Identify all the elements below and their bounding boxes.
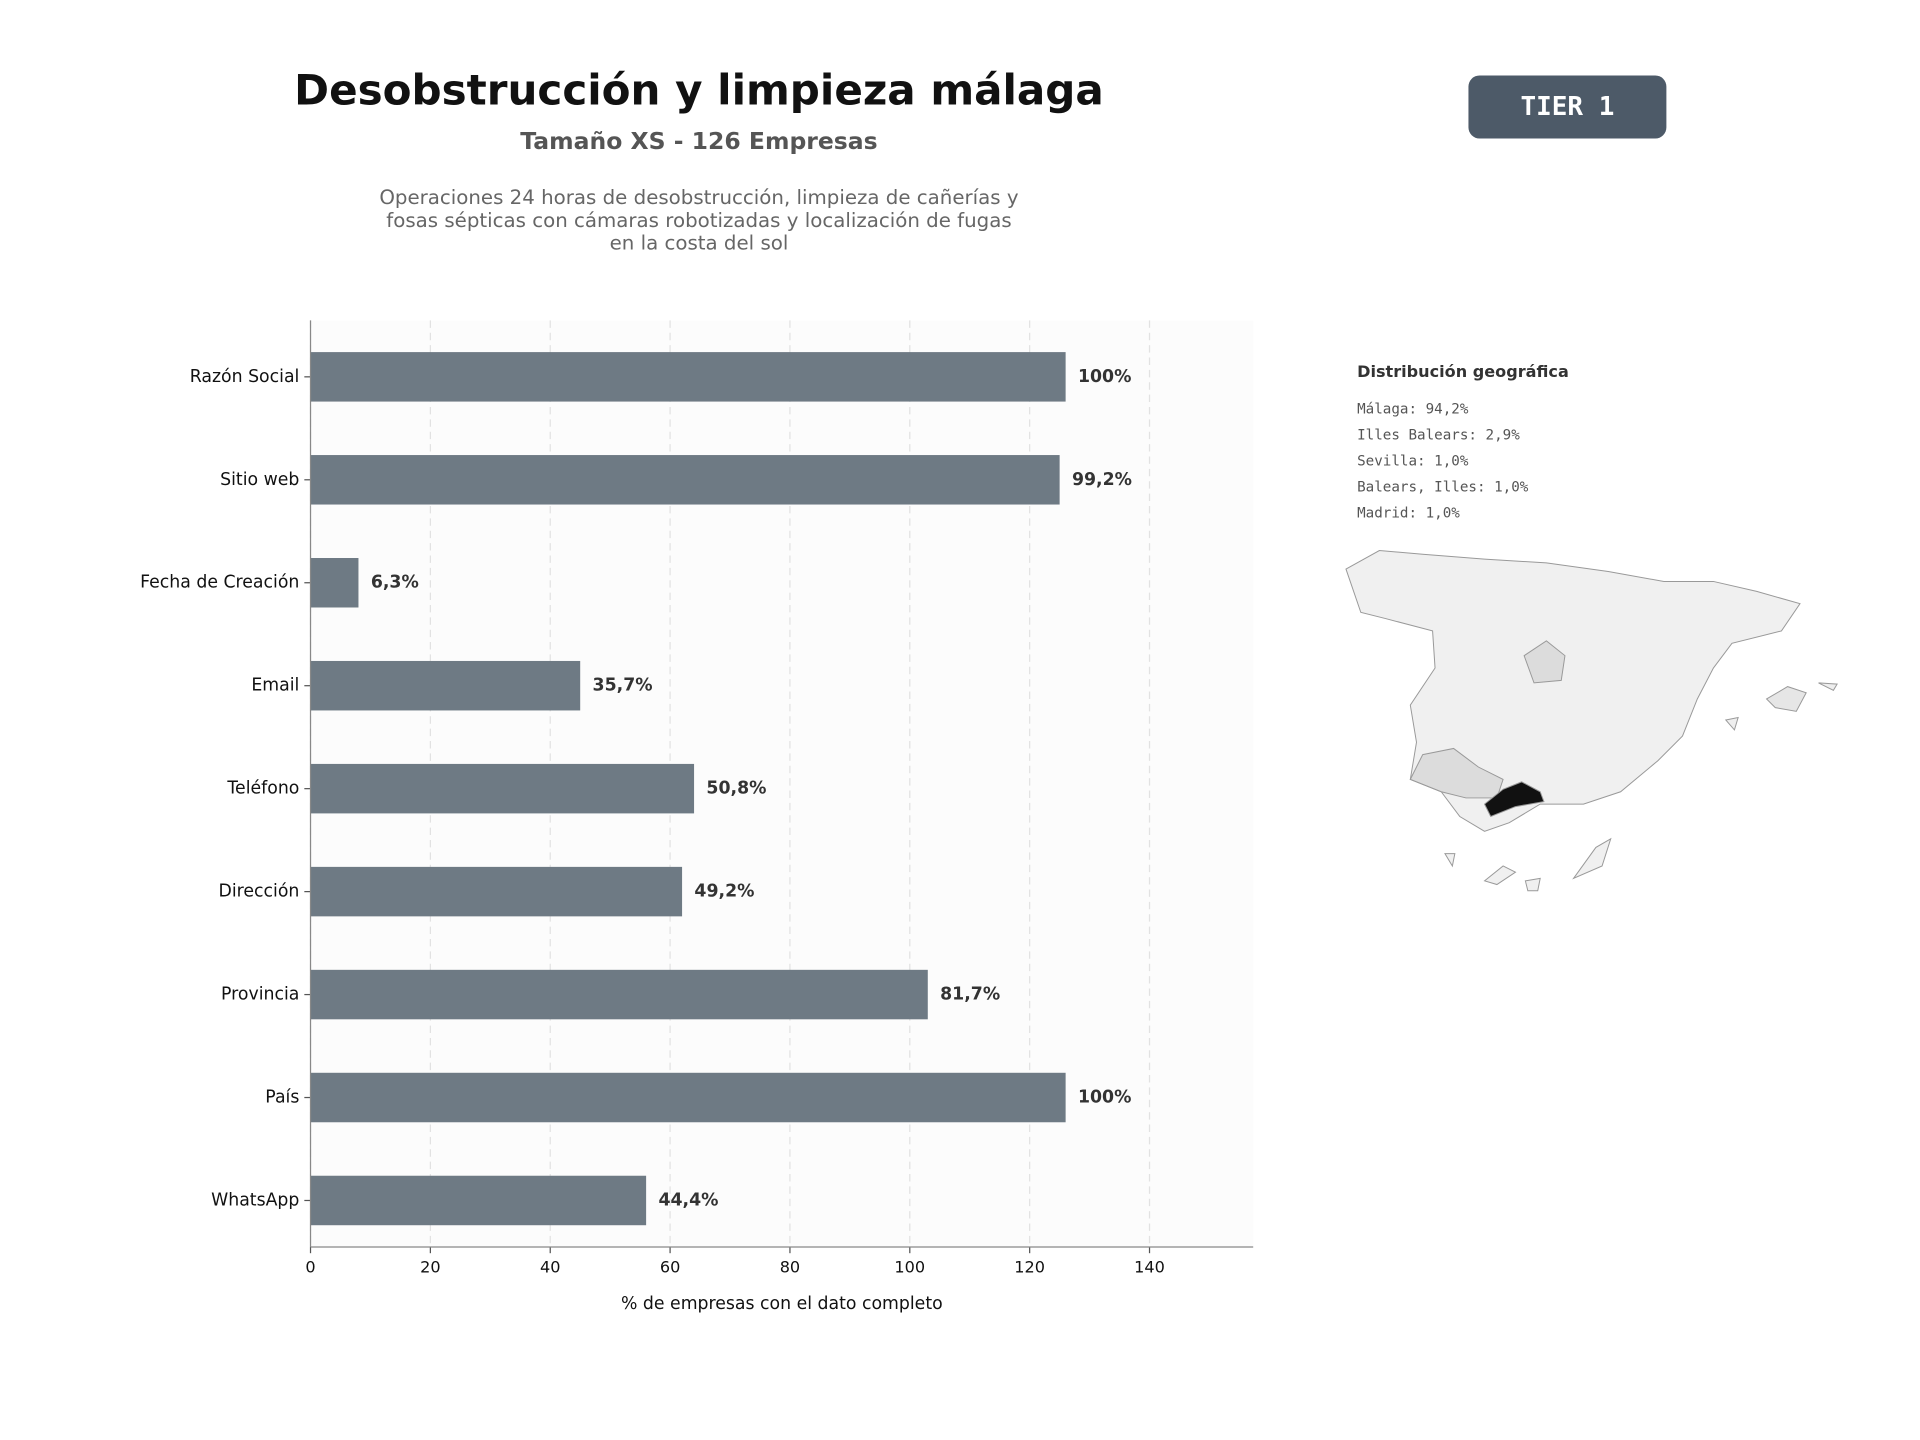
data-label: 49,2% [694,882,754,902]
chart-subtitle: Tamaño XS - 126 Empresas [520,127,877,155]
map-legend-item: Sevilla: 1,0% [1357,453,1469,469]
data-label: 6,3% [371,573,419,593]
bar [310,866,683,917]
x-tick-label: 0 [305,1258,315,1277]
data-label: 44,4% [658,1190,718,1210]
y-tick-label: WhatsApp [211,1190,299,1210]
badge-box [1468,75,1667,139]
bar [310,763,695,814]
badge: TIER 1 [1521,92,1615,122]
map [1345,550,1838,892]
y-tick-label: Sitio web [220,470,299,490]
map-legend-item: Madrid: 1,0% [1357,505,1460,521]
x-tick-label: 140 [1134,1258,1165,1277]
x-tick-label: 120 [1014,1258,1045,1277]
y-tick-label: Dirección [219,882,300,902]
map-legend: Málaga: 94,2% Illes Balears: 2,9% Sevilla:… [1357,401,1529,521]
bar [310,660,581,711]
map-legend-item: Balears, Illes: 1,0% [1357,479,1529,495]
map-legend-item: Illes Balears: 2,9% [1357,427,1520,443]
map-title: Distribución geográfica [1357,362,1569,381]
description: Operaciones 24 horas de desobstrucción, … [379,185,1019,254]
description-text: Operaciones 24 horas de desobstrucción, … [379,185,1019,254]
y-tick-label: Teléfono [226,779,299,799]
data-label: 100% [1078,367,1131,387]
data-label: 50,8% [706,779,766,799]
x-tick-label: 100 [894,1258,925,1277]
y-tick-label: Email [251,676,299,696]
bar [310,1175,647,1226]
bar [310,1072,1066,1123]
bar [310,969,928,1020]
y-tick-label: Fecha de Creación [140,573,299,593]
data-label: 35,7% [593,676,653,696]
data-label: 81,7% [940,985,1000,1005]
data-label: 100% [1078,1088,1131,1108]
map-legend-item: Málaga: 94,2% [1357,401,1469,417]
bar [310,455,1060,505]
bars: Razón Social 100% Sitio web 99,2% Fecha de C… [140,352,1132,1226]
x-tick-label: 80 [780,1258,800,1277]
bar [310,558,359,608]
bar [310,352,1066,402]
x-tick-label: 60 [660,1258,680,1277]
y-tick-label: País [265,1088,299,1108]
x-axis-title: % de empresas con el dato completo [621,1294,943,1314]
x-tick-label: 40 [540,1258,560,1277]
x-tick-label: 20 [420,1258,440,1277]
y-tick-label: Razón Social [190,367,300,387]
y-tick-label: Provincia [221,985,299,1005]
chart-title: Desobstrucción y limpieza málaga [294,65,1104,114]
data-label: 99,2% [1072,470,1132,490]
